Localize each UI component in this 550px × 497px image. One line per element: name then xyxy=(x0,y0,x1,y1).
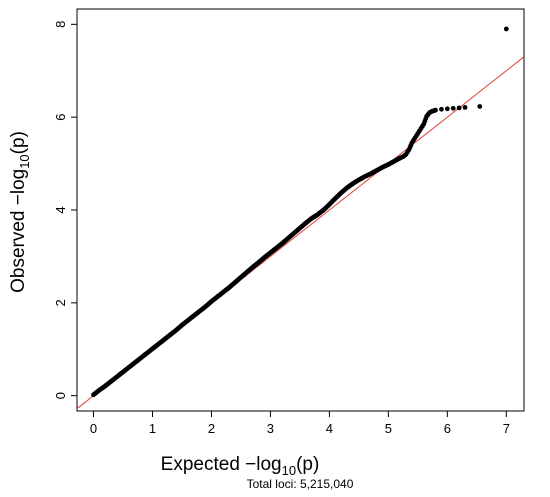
x-tick-label: 6 xyxy=(444,421,451,436)
y-tick-label: 8 xyxy=(53,21,68,28)
data-points xyxy=(91,26,509,398)
y-tick-label: 4 xyxy=(53,206,68,213)
total-loci-note: Total loci: 5,215,040 xyxy=(247,477,354,491)
x-tick-label: 7 xyxy=(503,421,510,436)
y-tick-label: 6 xyxy=(53,114,68,121)
data-point xyxy=(456,105,462,111)
y-tick-label: 0 xyxy=(53,392,68,399)
y-axis-title: Observed −log10(p) xyxy=(8,131,32,293)
x-axis-title-subscript: 10 xyxy=(282,463,296,478)
x-tick-label: 5 xyxy=(385,421,392,436)
data-point xyxy=(444,106,450,112)
data-point xyxy=(503,26,509,32)
x-tick-label: 0 xyxy=(90,421,97,436)
x-axis-title: Expected −log10(p) xyxy=(161,454,320,478)
x-axis-title-suffix: (p) xyxy=(296,454,319,475)
x-tick-label: 2 xyxy=(208,421,215,436)
data-point xyxy=(462,105,468,110)
x-tick-label: 1 xyxy=(149,421,156,436)
data-point xyxy=(433,107,438,113)
x-axis: 0 1 2 3 4 5 6 7 xyxy=(90,411,510,436)
x-tick-label: 4 xyxy=(326,421,333,436)
y-axis: 0 2 4 6 8 xyxy=(53,21,77,399)
y-tick-label: 2 xyxy=(53,299,68,306)
x-tick-label: 3 xyxy=(267,421,274,436)
data-point xyxy=(450,105,456,111)
data-point xyxy=(477,104,483,109)
data-point xyxy=(439,106,444,112)
y-axis-title-suffix: (p) xyxy=(8,131,29,154)
y-axis-title-subscript: 10 xyxy=(17,154,32,168)
plot-frame xyxy=(76,8,525,412)
